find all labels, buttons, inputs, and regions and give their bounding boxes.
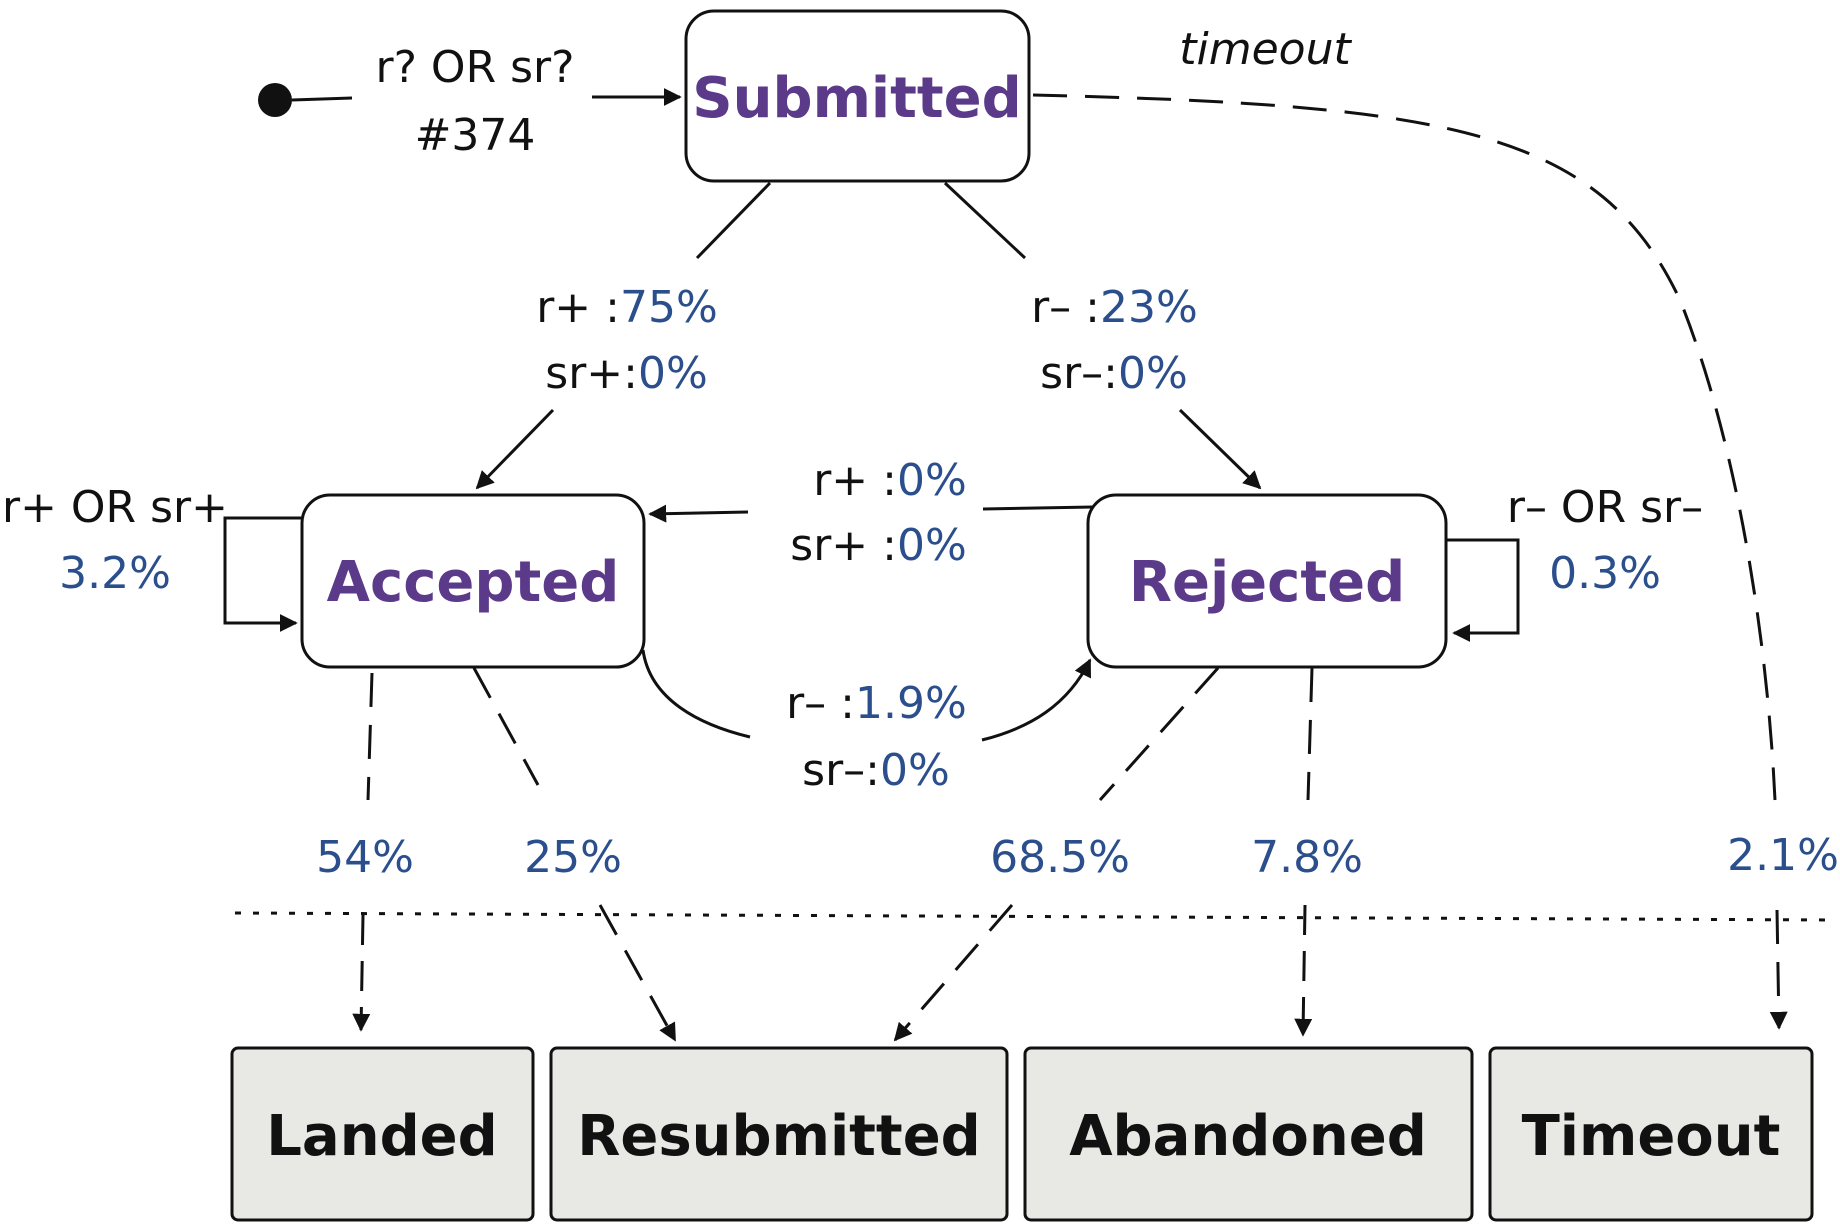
sub-rej-arrow bbox=[1178, 408, 1262, 490]
rej-acc-r-label: r+ : bbox=[813, 455, 897, 506]
landed-state-label: Landed bbox=[266, 1104, 498, 1169]
sub-acc-line bbox=[695, 181, 772, 260]
timeout-arrow bbox=[1769, 909, 1788, 1030]
acc-rej-r-label: r– : bbox=[786, 678, 855, 729]
rej-aband-line bbox=[1306, 667, 1314, 801]
initial-line-a bbox=[291, 96, 353, 102]
dotted-separator bbox=[234, 911, 1836, 922]
sub-rej-sr-label: sr–: bbox=[1040, 348, 1118, 399]
rej-aband-value: 7.8% bbox=[1251, 832, 1363, 883]
submitted-state bbox=[684, 9, 1031, 183]
acc-rej-curve-b bbox=[981, 658, 1092, 742]
sub-acc-r-value: 75% bbox=[620, 282, 718, 333]
timeout-label: timeout bbox=[1179, 24, 1352, 75]
rej-aband-arrow bbox=[1294, 904, 1313, 1037]
timeout-state-label: Timeout bbox=[1522, 1104, 1781, 1169]
acc-resub-line bbox=[472, 667, 540, 786]
accepted-state bbox=[300, 493, 646, 669]
acc-landed-arrow bbox=[352, 914, 371, 1032]
acc-rej-sr-label: sr–: bbox=[802, 745, 880, 796]
acc-resub-arrow bbox=[598, 904, 677, 1042]
acc-landed-line bbox=[366, 672, 374, 801]
sub-rej-r-value: 23% bbox=[1100, 282, 1198, 333]
rejected-state bbox=[1086, 493, 1448, 669]
sub-rej-r-label: r– : bbox=[1031, 282, 1100, 333]
rej-resub-line bbox=[1098, 667, 1220, 801]
initial-label-line2: #374 bbox=[415, 110, 536, 161]
acc-rej-r-value: 1.9% bbox=[855, 678, 967, 729]
timeout-state bbox=[1488, 1046, 1814, 1222]
rej-acc-r-value: 0% bbox=[897, 455, 967, 506]
timeout-path bbox=[1032, 93, 1777, 801]
timeout-value: 2.1% bbox=[1727, 830, 1839, 881]
rej-acc-line bbox=[982, 505, 1094, 511]
sub-acc-sr-value: 0% bbox=[638, 348, 708, 399]
sub-acc-arrow bbox=[475, 408, 555, 490]
sub-acc-r-label: r+ : bbox=[536, 282, 620, 333]
rej-resub-arrow bbox=[893, 904, 1014, 1042]
resubmitted-state bbox=[549, 1046, 1009, 1222]
landed-state bbox=[230, 1046, 535, 1222]
submitted-state-label: Submitted bbox=[692, 66, 1021, 131]
rejected-self-value: 0.3% bbox=[1549, 548, 1661, 599]
rejected-self-label: r– OR sr– bbox=[1507, 482, 1703, 533]
initial-label-line1: r? OR sr? bbox=[376, 42, 575, 93]
acc-rej-curve-a bbox=[641, 649, 751, 739]
rej-resub-value: 68.5% bbox=[990, 832, 1130, 883]
sub-rej-sr-value: 0% bbox=[1118, 348, 1188, 399]
acc-resub-value: 25% bbox=[524, 832, 622, 883]
sub-rej-line bbox=[943, 181, 1027, 260]
accepted-self-loop bbox=[223, 516, 302, 632]
acc-rej-sr-value: 0% bbox=[880, 745, 950, 796]
rej-acc-sr-value: 0% bbox=[897, 520, 967, 571]
abandoned-state bbox=[1023, 1046, 1474, 1222]
accepted-state-label: Accepted bbox=[327, 550, 620, 615]
rejected-self-loop bbox=[1446, 538, 1520, 642]
accepted-self-label: r+ OR sr+ bbox=[2, 482, 228, 533]
resubmitted-state-label: Resubmitted bbox=[577, 1104, 981, 1169]
abandoned-state-label: Abandoned bbox=[1069, 1104, 1427, 1169]
sub-acc-sr-label: sr+: bbox=[545, 348, 638, 399]
acc-landed-value: 54% bbox=[316, 832, 414, 883]
accepted-self-value: 3.2% bbox=[59, 548, 171, 599]
rej-acc-sr-label: sr+ : bbox=[790, 520, 897, 571]
rejected-state-label: Rejected bbox=[1129, 550, 1405, 615]
initial-state-dot bbox=[258, 83, 292, 117]
rej-acc-arrow bbox=[648, 504, 749, 523]
